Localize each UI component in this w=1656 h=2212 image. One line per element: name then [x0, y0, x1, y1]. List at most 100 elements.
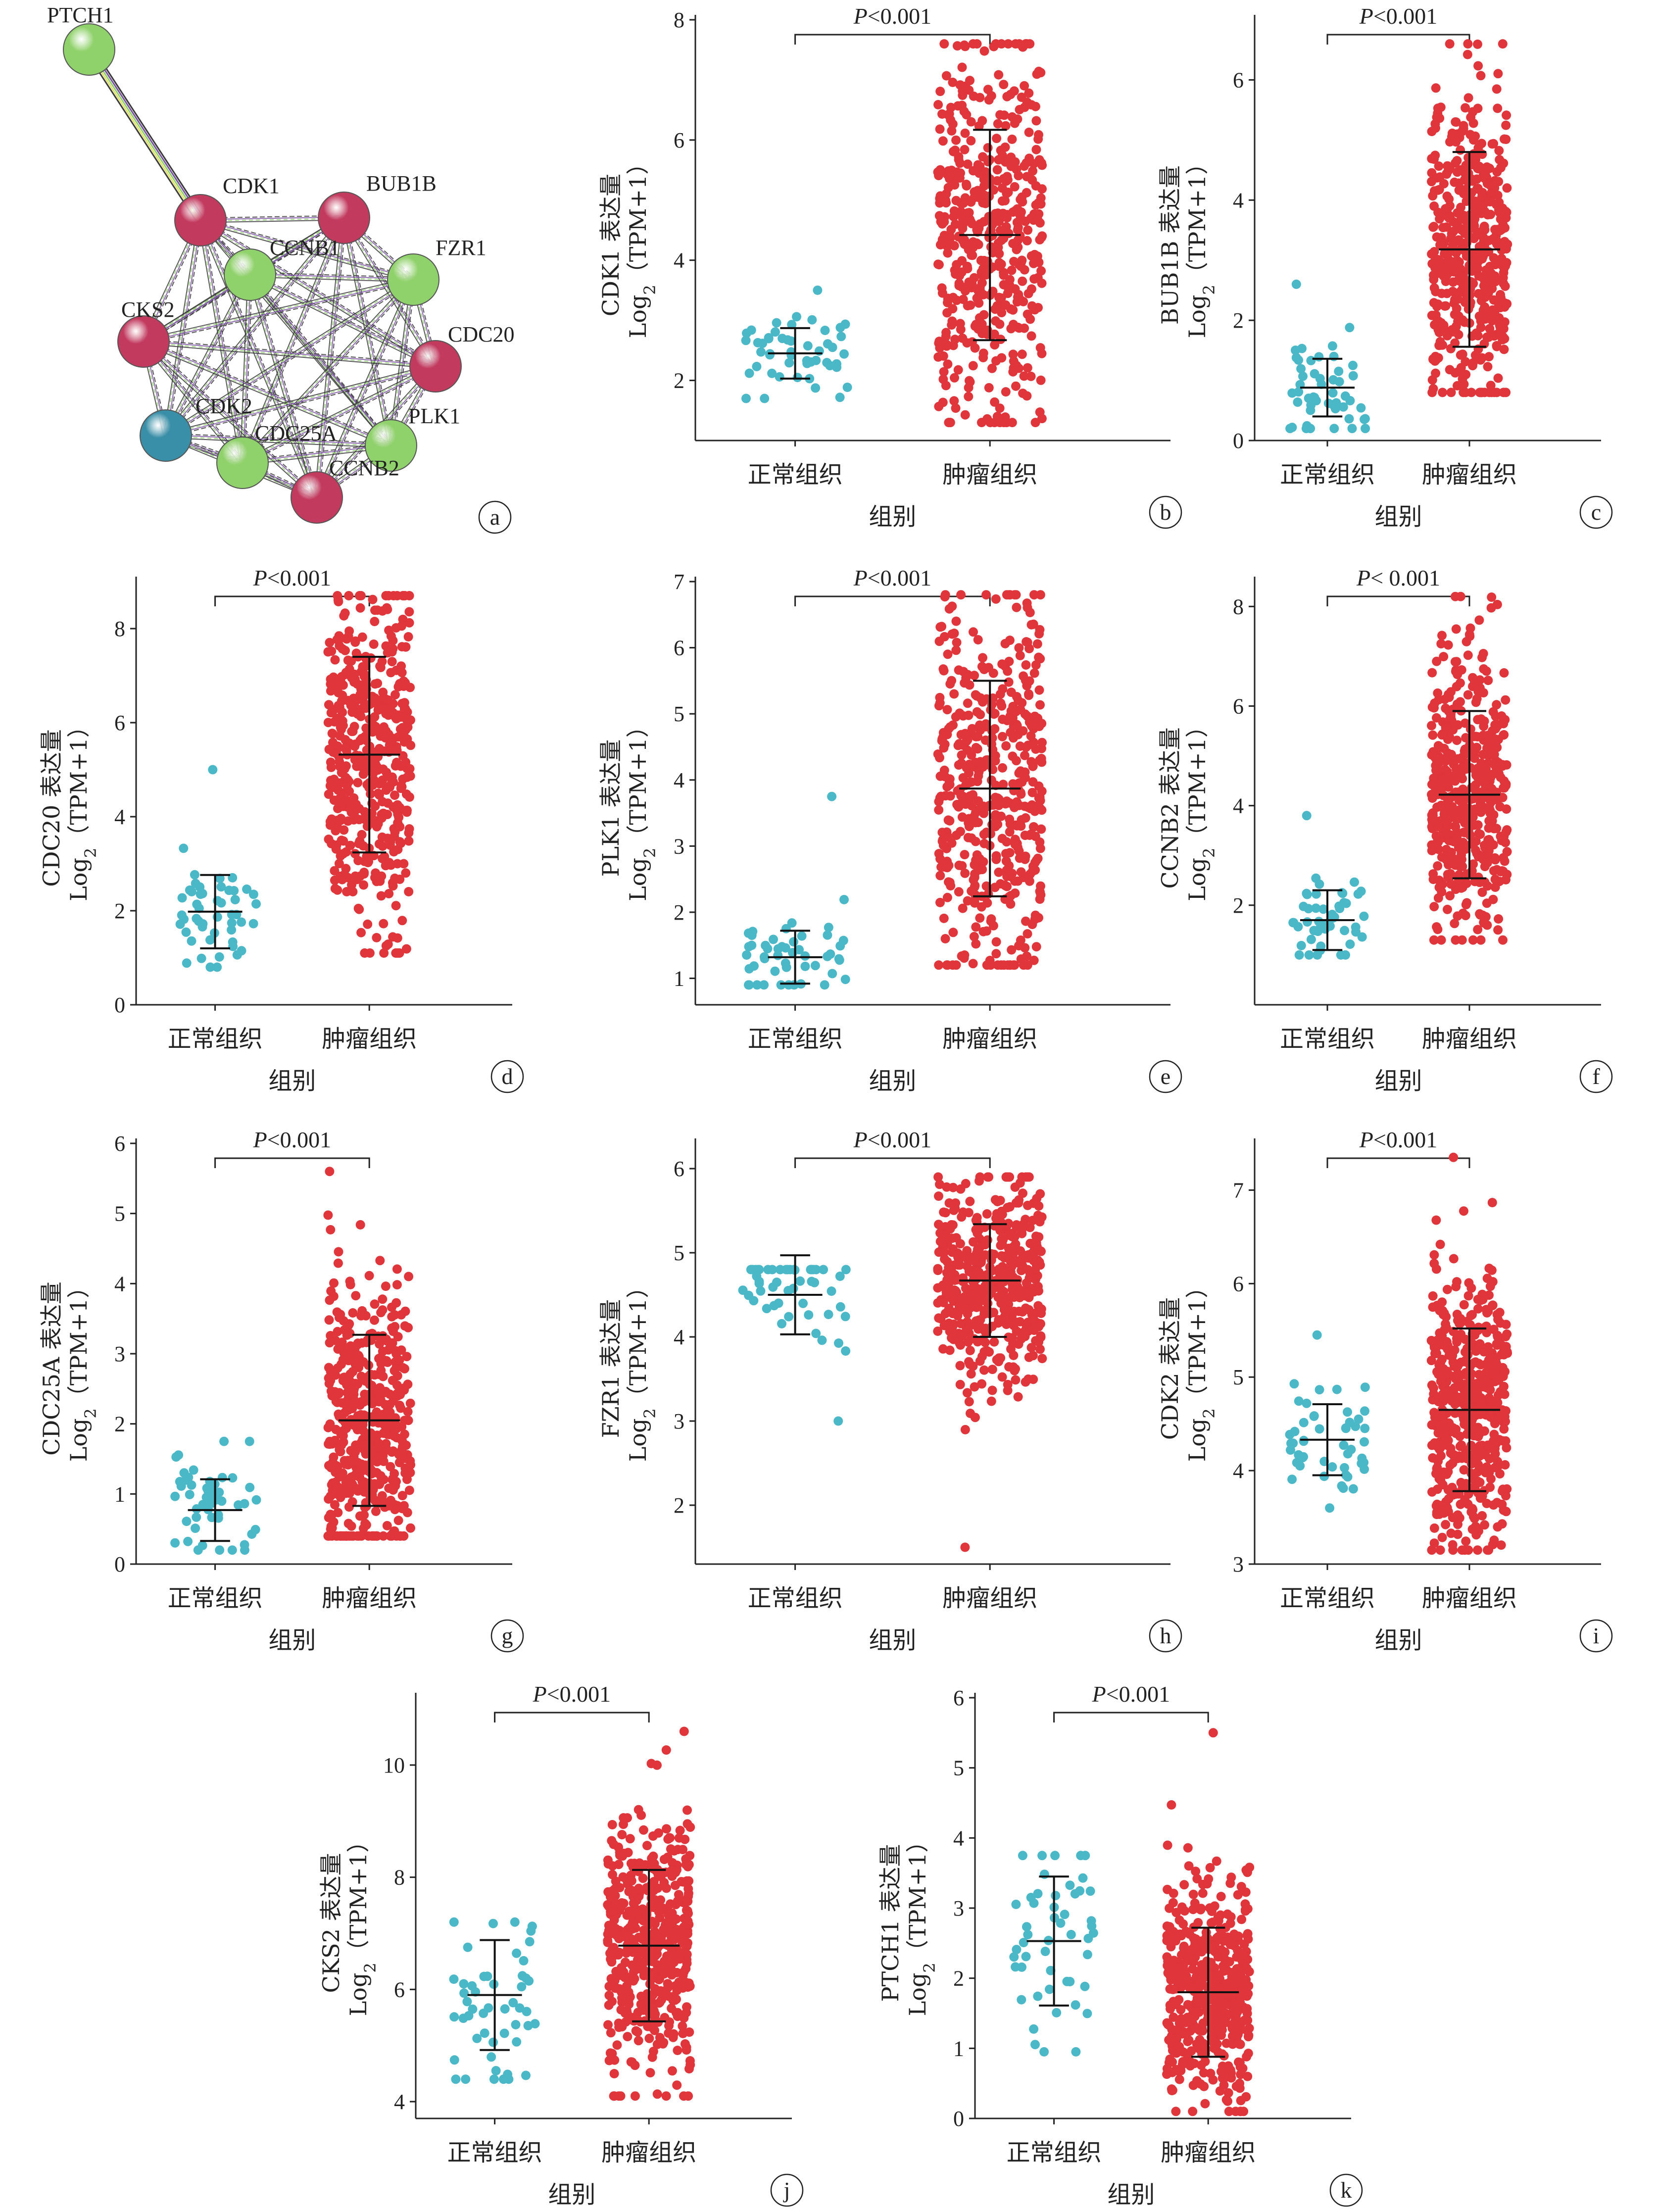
- data-point: [217, 1473, 227, 1482]
- data-point: [1024, 1251, 1034, 1261]
- data-point: [981, 719, 991, 729]
- data-point: [402, 1475, 412, 1484]
- data-point: [360, 670, 370, 680]
- data-point: [244, 1436, 254, 1446]
- data-point: [347, 1479, 357, 1489]
- data-point: [951, 135, 961, 145]
- data-point: [1012, 797, 1022, 807]
- data-point: [1000, 1312, 1010, 1321]
- data-point: [1289, 1379, 1299, 1389]
- panel-letter-circle: [478, 500, 512, 534]
- data-point: [971, 1316, 981, 1326]
- network-edge: [165, 436, 391, 447]
- data-point: [792, 312, 801, 322]
- data-point: [390, 1469, 399, 1478]
- data-point: [351, 1440, 361, 1450]
- data-point: [1011, 721, 1021, 731]
- y-subtitle-part: 2: [1200, 1408, 1218, 1418]
- data-point: [388, 1376, 397, 1385]
- data-point: [1445, 39, 1455, 49]
- data-point: [941, 189, 951, 199]
- data-point: [933, 1266, 943, 1276]
- data-point: [337, 1398, 347, 1408]
- data-point: [1446, 388, 1456, 397]
- network-edge: [241, 274, 250, 463]
- data-point: [378, 688, 388, 697]
- y-subtitle-part: （TPM+1）: [625, 152, 651, 285]
- data-point: [756, 347, 766, 357]
- data-point: [344, 664, 354, 674]
- data-point: [198, 919, 208, 929]
- data-point: [330, 1500, 340, 1510]
- data-point: [835, 393, 845, 402]
- data-point: [374, 873, 384, 883]
- data-point: [379, 1388, 389, 1398]
- data-point: [1002, 189, 1012, 198]
- data-point: [979, 310, 989, 320]
- data-point: [182, 958, 192, 968]
- data-point: [1468, 361, 1477, 371]
- data-point: [375, 1256, 385, 1266]
- data-point: [1464, 630, 1474, 639]
- data-point: [807, 1277, 817, 1286]
- data-point: [991, 810, 1001, 820]
- data-point: [185, 1490, 195, 1499]
- data-point: [402, 805, 412, 815]
- data-point: [800, 951, 810, 961]
- data-point: [990, 211, 1000, 221]
- data-point: [1014, 768, 1024, 778]
- data-point: [191, 1524, 200, 1533]
- data-point: [1486, 1474, 1496, 1484]
- data-point: [240, 1540, 249, 1550]
- data-point: [1344, 414, 1354, 424]
- data-point: [1332, 1384, 1342, 1394]
- data-point: [215, 1545, 225, 1555]
- data-point: [1014, 1339, 1023, 1349]
- data-point: [1427, 1487, 1437, 1497]
- data-point: [1433, 861, 1443, 871]
- data-point: [935, 1236, 945, 1246]
- y-subtitle-part: （TPM+1）: [1184, 1276, 1211, 1409]
- data-point: [1351, 922, 1361, 932]
- data-point: [1007, 265, 1017, 275]
- data-point: [379, 919, 389, 929]
- data-point: [760, 954, 770, 964]
- data-point: [1023, 929, 1032, 939]
- data-point: [953, 801, 963, 811]
- data-point: [404, 887, 414, 896]
- data-point: [1443, 821, 1453, 831]
- data-point: [379, 948, 389, 958]
- data-point: [1452, 1392, 1462, 1402]
- data-point: [1491, 711, 1501, 721]
- y-subtitle-part: 2: [81, 1408, 100, 1418]
- data-point: [1479, 918, 1489, 927]
- data-point: [1451, 158, 1461, 168]
- data-point: [378, 1305, 388, 1315]
- data-point: [375, 744, 385, 753]
- data-point: [1483, 769, 1493, 779]
- data-point: [999, 80, 1009, 90]
- data-point: [969, 627, 978, 637]
- data-point: [1454, 235, 1463, 245]
- network-edge: [144, 339, 392, 444]
- data-point: [1496, 293, 1506, 303]
- data-point: [370, 679, 380, 689]
- data-point: [1439, 1396, 1449, 1406]
- data-point: [945, 174, 954, 184]
- network-edge: [342, 218, 436, 367]
- network-edge: [166, 218, 345, 437]
- data-point: [1015, 39, 1024, 49]
- data-point: [1451, 885, 1461, 894]
- data-point: [955, 1239, 965, 1249]
- p-value-part: P: [1356, 565, 1370, 590]
- network-edge: [85, 51, 198, 223]
- data-point: [1463, 153, 1473, 163]
- network-edge: [143, 342, 243, 464]
- data-point: [1454, 185, 1464, 195]
- network-edge: [242, 365, 436, 463]
- data-point: [1498, 1486, 1507, 1496]
- data-point: [973, 777, 982, 786]
- data-point: [1359, 911, 1369, 921]
- data-point: [1487, 139, 1497, 149]
- data-point: [1440, 326, 1450, 336]
